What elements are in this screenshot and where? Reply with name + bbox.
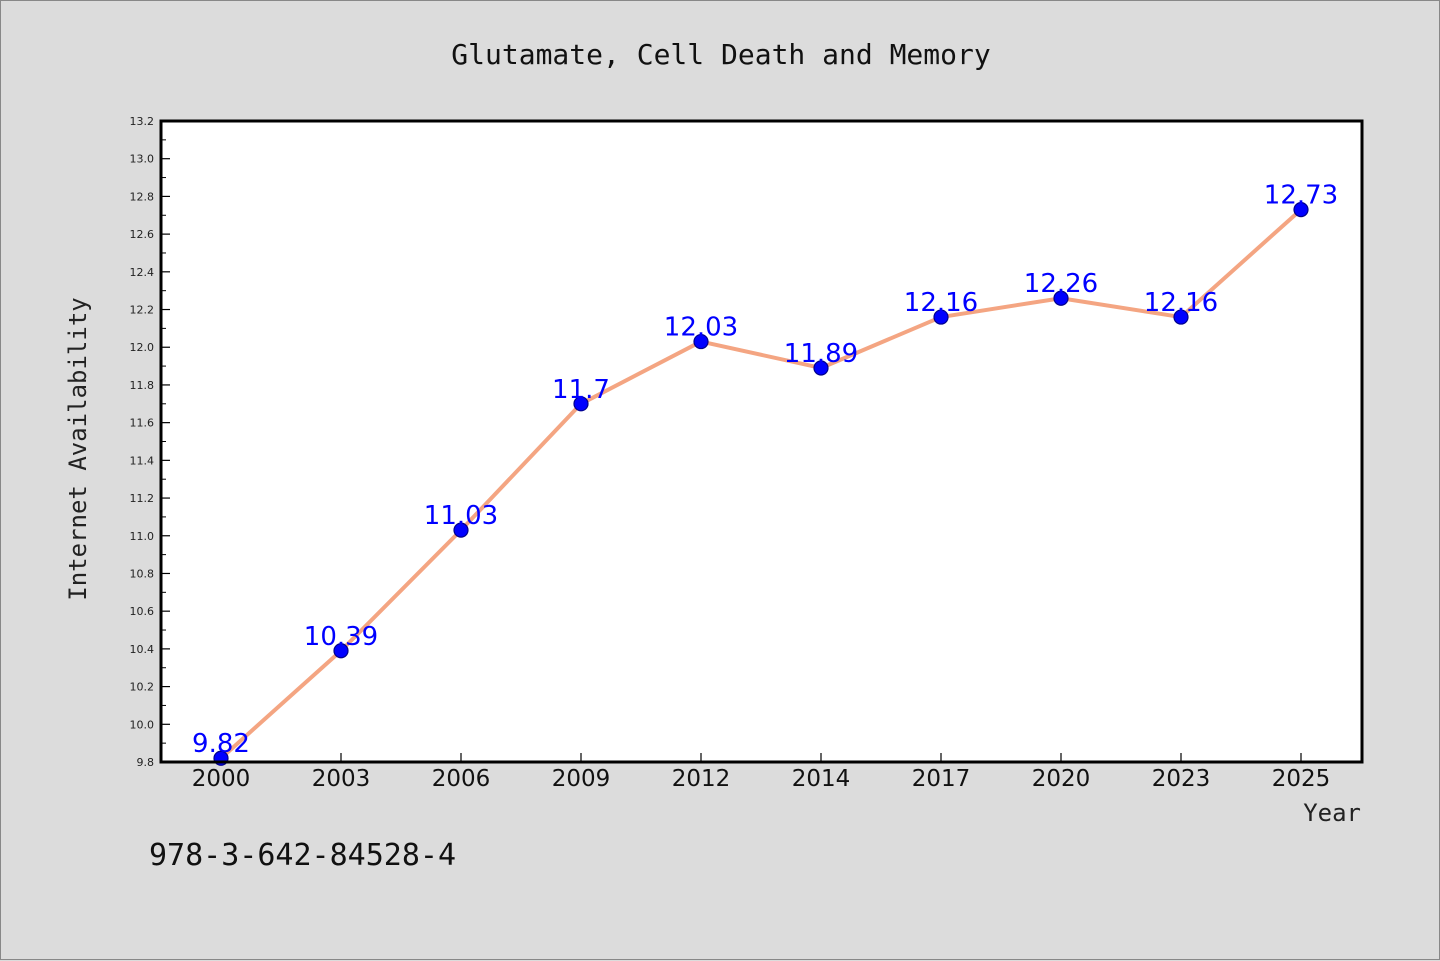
x-tick-label: 2003	[312, 766, 371, 792]
x-tick-label: 2025	[1272, 766, 1331, 792]
y-tick-label: 11.4	[130, 454, 155, 467]
x-tick-label: 2000	[192, 766, 251, 792]
data-point	[933, 309, 949, 325]
y-tick-label: 12.4	[130, 266, 155, 279]
x-tick-label: 2006	[432, 766, 491, 792]
x-tick-label: 2023	[1152, 766, 1211, 792]
x-axis: 2000 2003 2006 2009 2012 2014 2017 2020 2023 2025	[192, 753, 1331, 792]
chart-title: Glutamate, Cell Death and Memory	[451, 38, 990, 71]
data-label: 10.39	[304, 622, 378, 652]
y-tick-label: 10.2	[130, 681, 155, 694]
data-label: 11.89	[784, 339, 858, 369]
data-label: 12.26	[1024, 269, 1098, 299]
data-label: 9.82	[192, 729, 250, 759]
y-tick-label: 13.0	[130, 153, 155, 166]
y-tick-label: 12.6	[130, 228, 155, 241]
y-tick-label: 11.6	[130, 417, 155, 430]
y-tick-label: 11.8	[130, 379, 155, 392]
data-point	[1173, 309, 1189, 325]
x-tick-label: 2012	[672, 766, 731, 792]
data-point	[1293, 202, 1309, 218]
data-label: 12.73	[1264, 181, 1338, 211]
y-axis: 9.8 10.0 10.2 10.4 10.6 10.8 11.0 11.2 11.4 11.6 1…	[130, 115, 170, 769]
x-tick-label: 2014	[792, 766, 851, 792]
isbn-text: 978-3-642-84528-4	[149, 838, 456, 873]
y-tick-label: 10.6	[130, 605, 155, 618]
y-tick-label: 12.2	[130, 304, 155, 317]
data-point	[693, 333, 709, 350]
data-point	[333, 643, 349, 659]
data-label: 12.03	[664, 313, 738, 343]
series-line	[219, 207, 1303, 761]
series-group: 9.82 10.39 11.03 11.7 12.03 11.89 12.16 12.26 12…	[192, 181, 1338, 766]
y-tick-label: 11.0	[130, 530, 155, 543]
plot-area	[161, 121, 1362, 762]
y-tick-label: 13.2	[130, 115, 155, 128]
y-tick-label: 9.8	[137, 756, 155, 769]
data-label: 11.7	[552, 375, 610, 405]
data-point	[573, 396, 589, 412]
x-axis-label: Year	[1303, 799, 1361, 827]
y-tick-label: 11.2	[130, 492, 155, 505]
x-tick-label: 2017	[912, 766, 971, 792]
y-tick-label: 10.0	[130, 718, 155, 731]
y-axis-label: Internet Availability	[64, 297, 92, 600]
data-label: 11.03	[424, 501, 498, 531]
data-point	[453, 522, 469, 538]
y-tick-label: 12.0	[130, 341, 155, 354]
data-point	[1053, 290, 1069, 306]
y-tick-label: 10.8	[130, 567, 155, 580]
data-point	[813, 360, 829, 376]
x-tick-label: 2009	[552, 766, 611, 792]
y-tick-label: 12.8	[130, 190, 155, 203]
plot-border	[159, 119, 1364, 764]
y-tick-label: 10.4	[130, 643, 155, 656]
x-tick-label: 2020	[1032, 766, 1091, 792]
data-label: 12.16	[904, 288, 978, 318]
data-label: 12.16	[1144, 288, 1218, 318]
